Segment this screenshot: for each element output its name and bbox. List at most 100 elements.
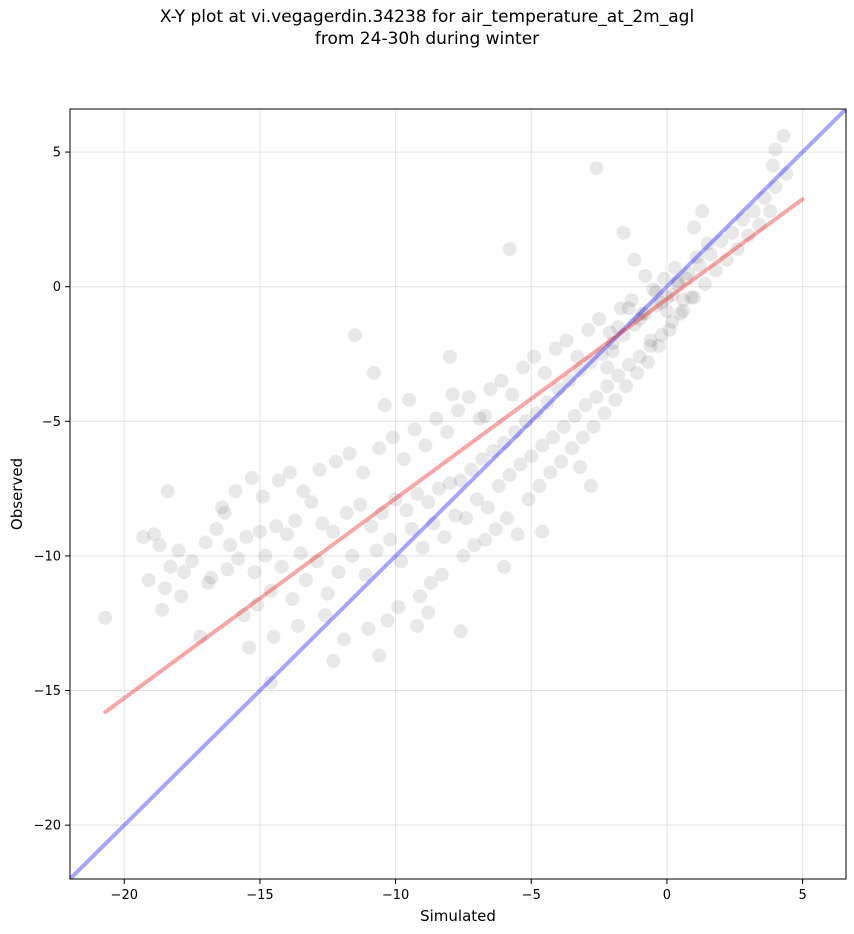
data-point — [442, 476, 457, 491]
data-point — [488, 522, 503, 536]
data-point — [589, 390, 604, 405]
data-point — [646, 282, 661, 297]
data-point — [361, 621, 376, 636]
data-point — [198, 535, 213, 550]
data-point — [741, 228, 756, 243]
data-point — [147, 527, 162, 542]
data-point — [472, 411, 487, 426]
data-point — [537, 365, 552, 380]
data-point — [214, 500, 229, 515]
data-point — [513, 457, 528, 472]
data-point — [573, 363, 588, 378]
data-point — [627, 252, 642, 267]
data-point — [768, 180, 783, 195]
data-point — [469, 492, 484, 507]
y-tick-label: −15 — [34, 684, 61, 699]
x-tick-label: 5 — [798, 888, 806, 903]
data-point — [687, 220, 702, 235]
data-point — [418, 438, 433, 453]
data-point — [320, 586, 335, 601]
data-point — [649, 285, 664, 300]
data-point — [263, 675, 278, 690]
data-point — [223, 538, 238, 553]
data-point — [662, 322, 677, 337]
data-point — [217, 505, 232, 520]
x-tick-label: 0 — [663, 888, 671, 903]
data-point — [597, 406, 612, 421]
data-point — [611, 368, 626, 383]
data-point — [624, 293, 639, 308]
data-point — [228, 484, 243, 499]
identity-line — [70, 109, 846, 879]
data-point — [676, 293, 691, 308]
data-point — [529, 406, 544, 421]
data-point — [220, 562, 235, 577]
y-tick-label: −20 — [34, 819, 61, 834]
data-point — [429, 411, 444, 426]
data-point — [632, 312, 647, 326]
data-point — [668, 260, 683, 275]
data-point — [174, 589, 189, 604]
data-point — [689, 250, 704, 265]
data-point — [377, 398, 392, 413]
data-point — [643, 338, 658, 353]
data-point — [632, 349, 647, 364]
data-point — [396, 452, 411, 466]
data-point — [497, 435, 512, 450]
data-point — [545, 430, 560, 445]
data-point — [681, 266, 696, 281]
data-point — [768, 142, 783, 157]
data-point — [426, 516, 441, 531]
data-point — [564, 441, 579, 456]
data-point — [567, 408, 582, 423]
data-point — [480, 500, 495, 515]
data-point — [670, 277, 685, 291]
data-point — [532, 478, 547, 493]
data-point — [518, 414, 533, 429]
data-point — [592, 312, 607, 326]
data-point — [440, 425, 455, 440]
data-point — [461, 390, 476, 405]
data-point — [315, 516, 330, 531]
data-point — [521, 492, 536, 507]
data-point — [589, 161, 604, 176]
data-point — [280, 527, 295, 542]
data-point — [163, 559, 178, 574]
data-point — [776, 128, 791, 143]
data-point — [559, 333, 574, 348]
data-point — [478, 532, 493, 547]
data-point — [309, 554, 324, 569]
x-axis-ticks: −20 −15 −10 −5 0 5 — [111, 879, 807, 903]
data-point — [491, 478, 506, 493]
data-point — [432, 481, 447, 496]
data-point — [391, 600, 406, 615]
data-point — [388, 492, 403, 507]
data-point — [475, 452, 490, 466]
data-point — [407, 422, 422, 437]
data-point — [326, 524, 341, 539]
data-point — [638, 268, 653, 283]
x-tick-label: −5 — [522, 888, 541, 903]
data-point — [451, 403, 465, 418]
data-point — [714, 233, 729, 248]
data-point — [271, 473, 286, 488]
data-point — [638, 306, 653, 321]
data-point — [554, 454, 569, 469]
data-point — [735, 212, 750, 227]
data-point — [752, 217, 767, 232]
data-point — [486, 443, 501, 458]
data-point — [347, 328, 362, 343]
data-point — [204, 570, 219, 585]
data-point — [410, 618, 425, 633]
data-point — [152, 538, 167, 553]
data-point — [415, 540, 430, 555]
data-point — [185, 554, 200, 569]
data-points — [98, 128, 794, 690]
data-point — [258, 548, 273, 563]
data-point — [383, 532, 398, 547]
x-tick-label: −10 — [382, 888, 409, 903]
data-point — [437, 530, 452, 545]
data-point — [535, 438, 550, 453]
data-point — [725, 225, 740, 240]
